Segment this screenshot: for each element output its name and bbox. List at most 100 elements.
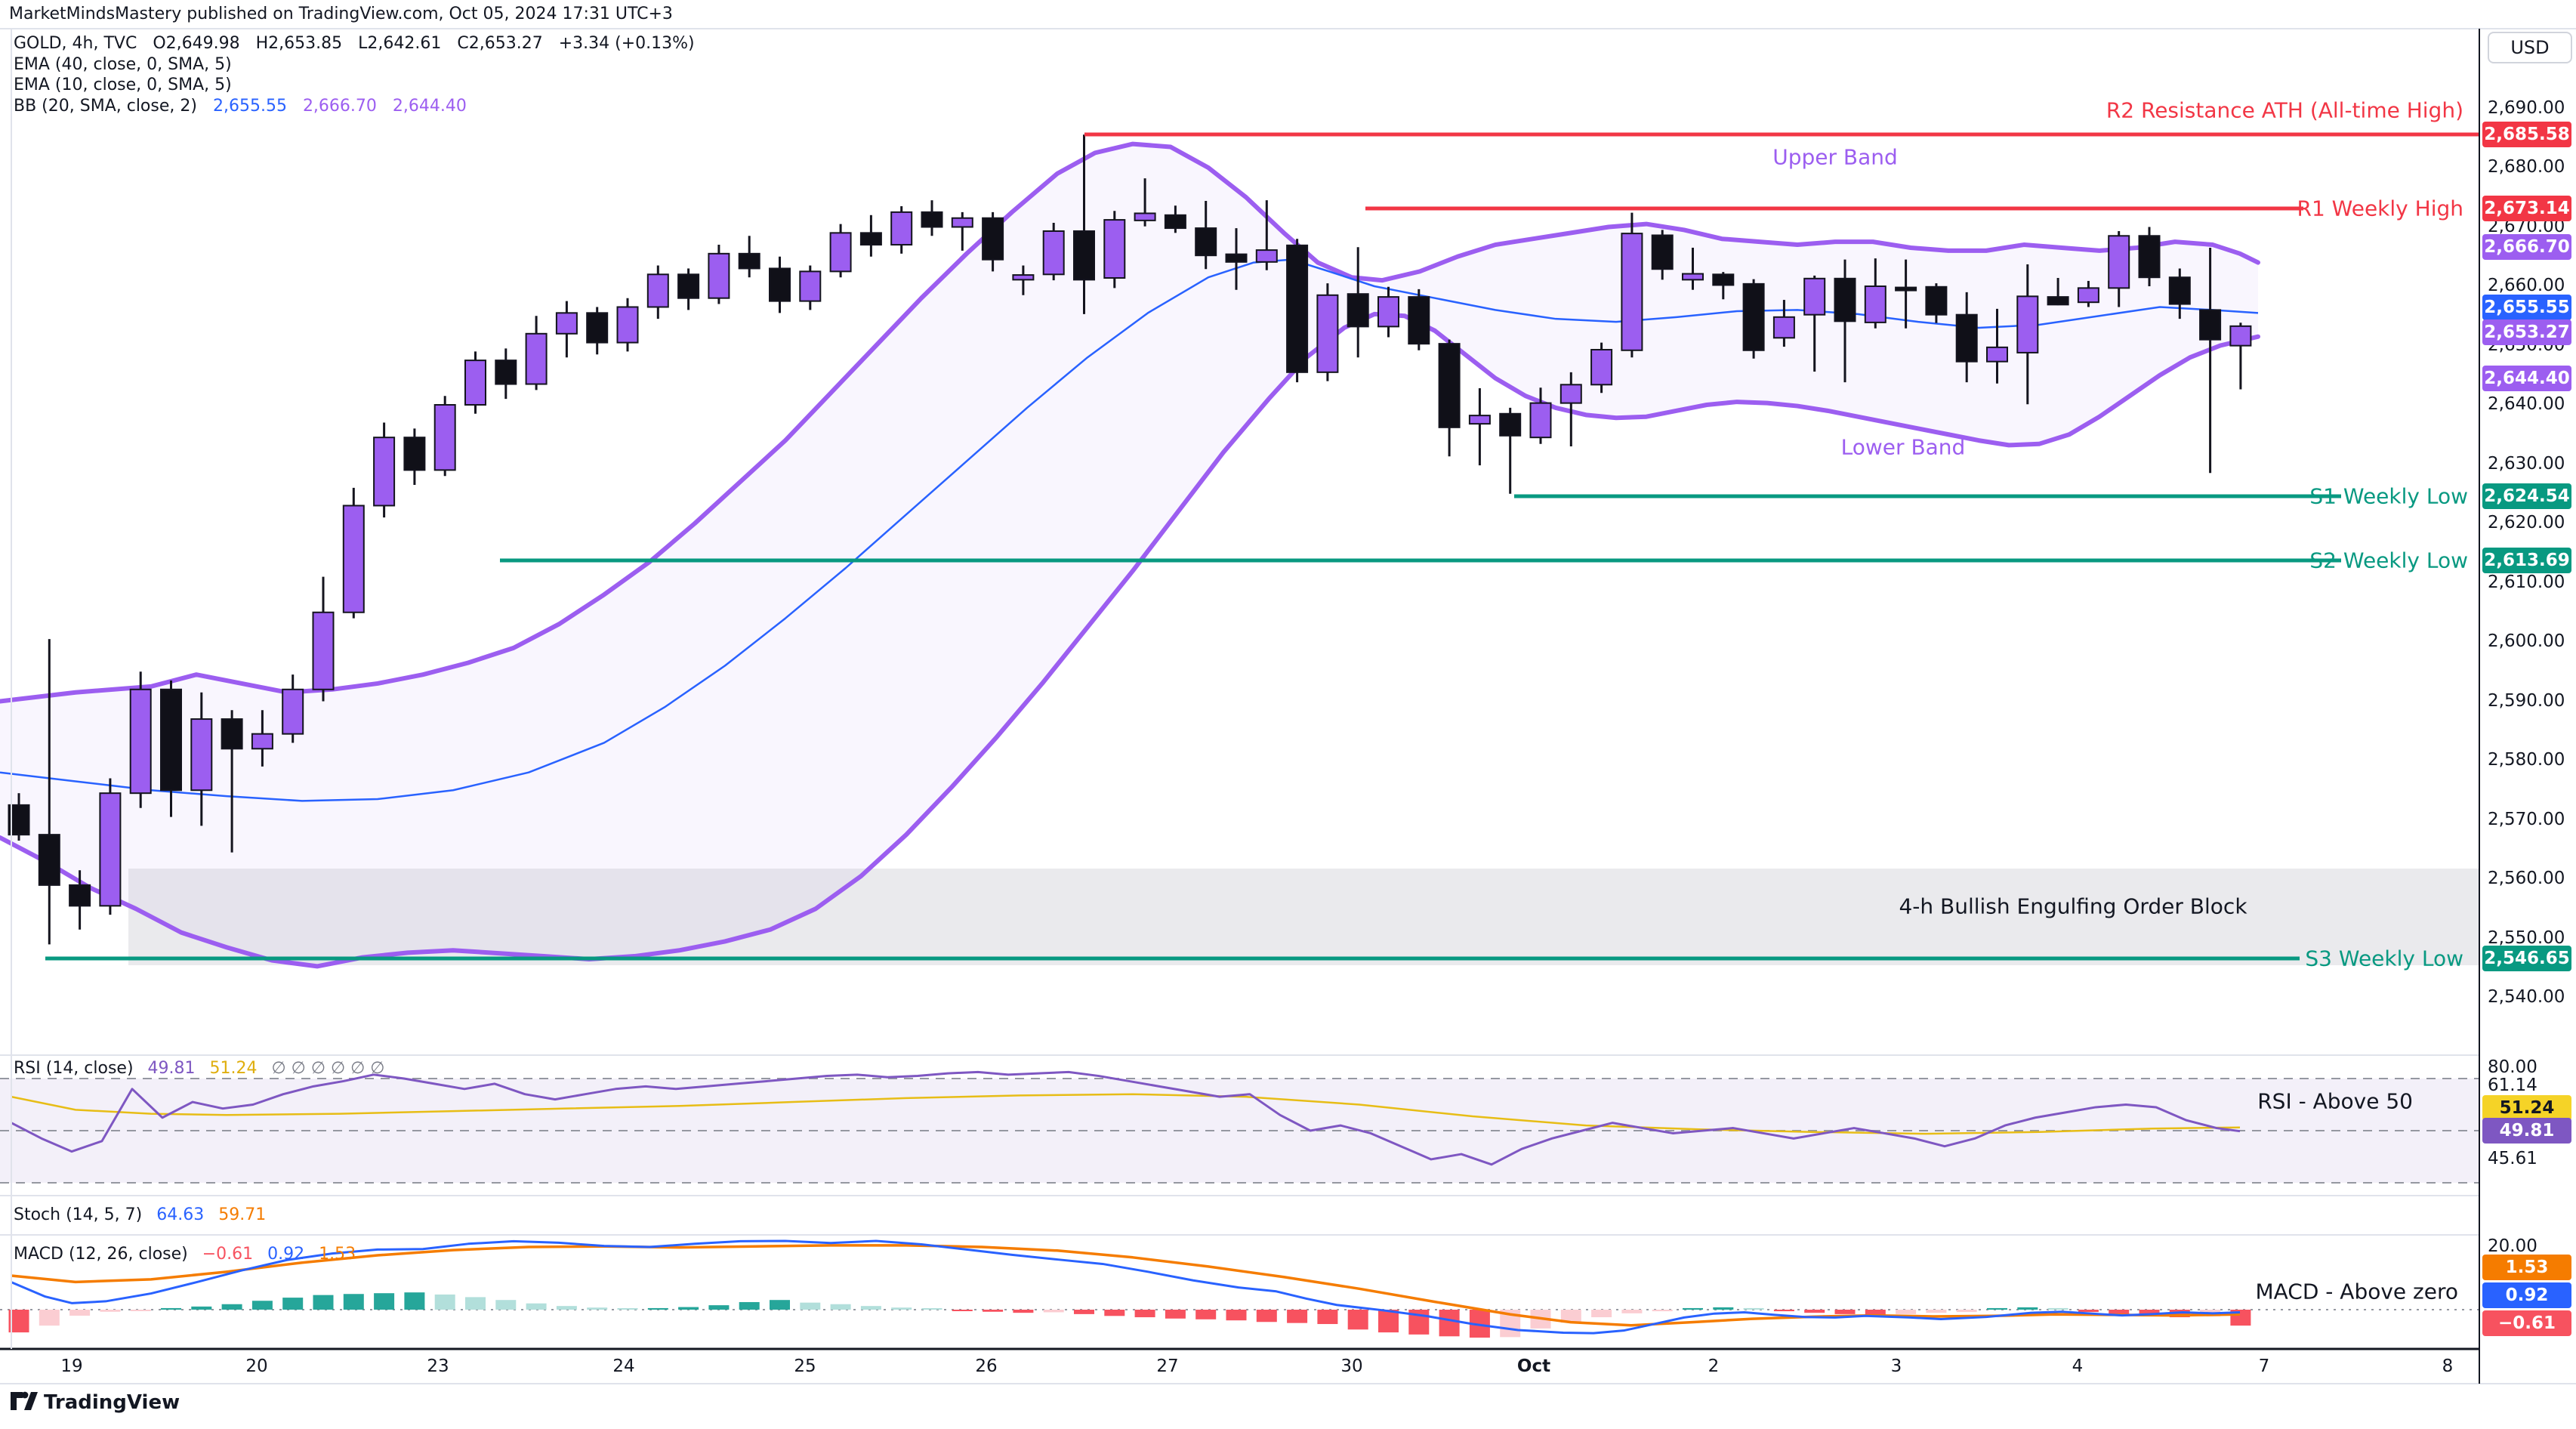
macd-hist-bar	[1621, 1310, 1643, 1313]
macd-hist-bar	[130, 1310, 151, 1311]
candle-body-up	[829, 232, 852, 273]
candle-body-down	[1955, 313, 1978, 363]
macd-hist-bar	[708, 1305, 730, 1310]
candle-body-down	[1073, 230, 1095, 281]
rsi-ma-line	[11, 1093, 2241, 1135]
bb-basis-line	[0, 258, 2259, 802]
macd-hist-bar	[830, 1304, 851, 1310]
candle-body-up	[1042, 230, 1065, 276]
macd-hist-bar	[1317, 1310, 1338, 1325]
macd-hist-bar	[860, 1306, 881, 1310]
macd-hist-bar	[2078, 1310, 2099, 1313]
candle-body-up	[799, 270, 822, 302]
candle-body-up	[190, 718, 213, 792]
order-block-zone	[128, 869, 2479, 965]
macd-hist-bar	[1256, 1310, 1277, 1323]
macd-hist-bar	[1195, 1310, 1217, 1319]
macd-hist-bar	[434, 1294, 455, 1310]
candle-body-up	[2016, 295, 2039, 353]
candle-body-up	[2077, 287, 2099, 304]
candle-body-up	[1468, 415, 1491, 425]
candle-body-up	[312, 611, 335, 690]
macd-hist-bar	[556, 1306, 577, 1310]
macd-hist-bar	[1987, 1307, 2007, 1310]
candle-body-down	[1834, 277, 1856, 323]
candle-body-up	[1682, 273, 1704, 281]
macd-hist-bar	[952, 1310, 973, 1311]
candle-body-up	[1803, 277, 1826, 316]
candle-body-down	[495, 360, 517, 385]
candle-body-down	[1347, 293, 1369, 328]
candle-body-up	[129, 688, 152, 795]
candle-body-down	[221, 718, 243, 750]
macd-hist-bar	[739, 1301, 760, 1310]
candle-body-up	[251, 733, 273, 750]
candle-body-down	[403, 437, 426, 471]
macd-hist-bar	[1591, 1310, 1612, 1318]
macd-hist-bar	[2109, 1310, 2130, 1314]
candle-body-up	[1316, 294, 1339, 373]
candle-body-up	[1134, 212, 1156, 221]
macd-hist-bar	[161, 1307, 181, 1310]
candle-body-down	[921, 211, 943, 228]
macd-hist-bar	[191, 1306, 212, 1310]
macd-hist-bar	[1439, 1310, 1460, 1337]
candle-body-down	[1164, 214, 1186, 230]
macd-hist-bar	[313, 1295, 334, 1310]
macd-hist-bar	[69, 1310, 91, 1316]
macd-hist-bar	[100, 1310, 121, 1312]
candle-body-up	[1559, 384, 1582, 404]
bb-upper-band	[0, 141, 2260, 704]
macd-hist-bar	[1926, 1310, 1947, 1313]
macd-hist-bar	[1287, 1310, 1308, 1323]
macd-hist-bar	[2047, 1307, 2069, 1310]
candle-body-up	[951, 217, 973, 228]
candle-body-up	[890, 211, 913, 246]
macd-hist-bar	[1743, 1307, 1764, 1310]
candle-body-up	[708, 252, 730, 299]
macd-hist-bar	[1713, 1307, 1734, 1310]
candle-body-down	[2168, 276, 2191, 305]
macd-hist-bar	[1652, 1310, 1673, 1312]
macd-signal-line	[11, 1244, 2241, 1327]
macd-hist-bar	[1834, 1310, 1856, 1314]
candle-body-up	[555, 312, 578, 335]
candle-body-up	[2108, 235, 2130, 289]
candle-body-down	[982, 217, 1004, 261]
tradingview-logo[interactable]: TradingView	[11, 1391, 180, 1414]
candle-body-down	[69, 884, 91, 907]
macd-hist-bar	[983, 1310, 1004, 1312]
candle-body-down	[2138, 235, 2161, 279]
candle-body-up	[1590, 348, 1613, 386]
macd-hist-bar	[1378, 1310, 1399, 1333]
candle-body-up	[616, 306, 639, 344]
candle-body-down	[769, 267, 791, 302]
macd-hist-bar	[770, 1300, 790, 1310]
candle-body-down	[1712, 273, 1735, 286]
candle-body-up	[99, 792, 122, 907]
rsi-line	[11, 1070, 2241, 1166]
candle-body-up	[1529, 402, 1552, 439]
candle-body-up	[282, 688, 304, 735]
macd-hist-bar	[617, 1308, 638, 1310]
candle-body-down	[160, 688, 182, 792]
macd-hist-bar	[221, 1304, 242, 1310]
macd-hist-bar	[1865, 1310, 1886, 1316]
candle-body-up	[1864, 285, 1886, 323]
candle-body-down	[738, 252, 760, 270]
candle-body-up	[1772, 316, 1795, 339]
candle-body-up	[464, 360, 486, 406]
macd-hist-bar	[495, 1300, 517, 1310]
macd-hist-bar	[1226, 1310, 1247, 1321]
candle-body-down	[859, 232, 882, 246]
candle-body-up	[525, 332, 548, 385]
currency-toggle-button[interactable]: USD	[2488, 32, 2572, 63]
bb-fill	[0, 144, 2258, 967]
macd-hist-bar	[282, 1298, 304, 1310]
macd-hist-bar	[526, 1303, 547, 1310]
candle-body-up	[1377, 296, 1399, 328]
candle-body-down	[1742, 282, 1765, 351]
candle-body-down	[677, 273, 700, 299]
